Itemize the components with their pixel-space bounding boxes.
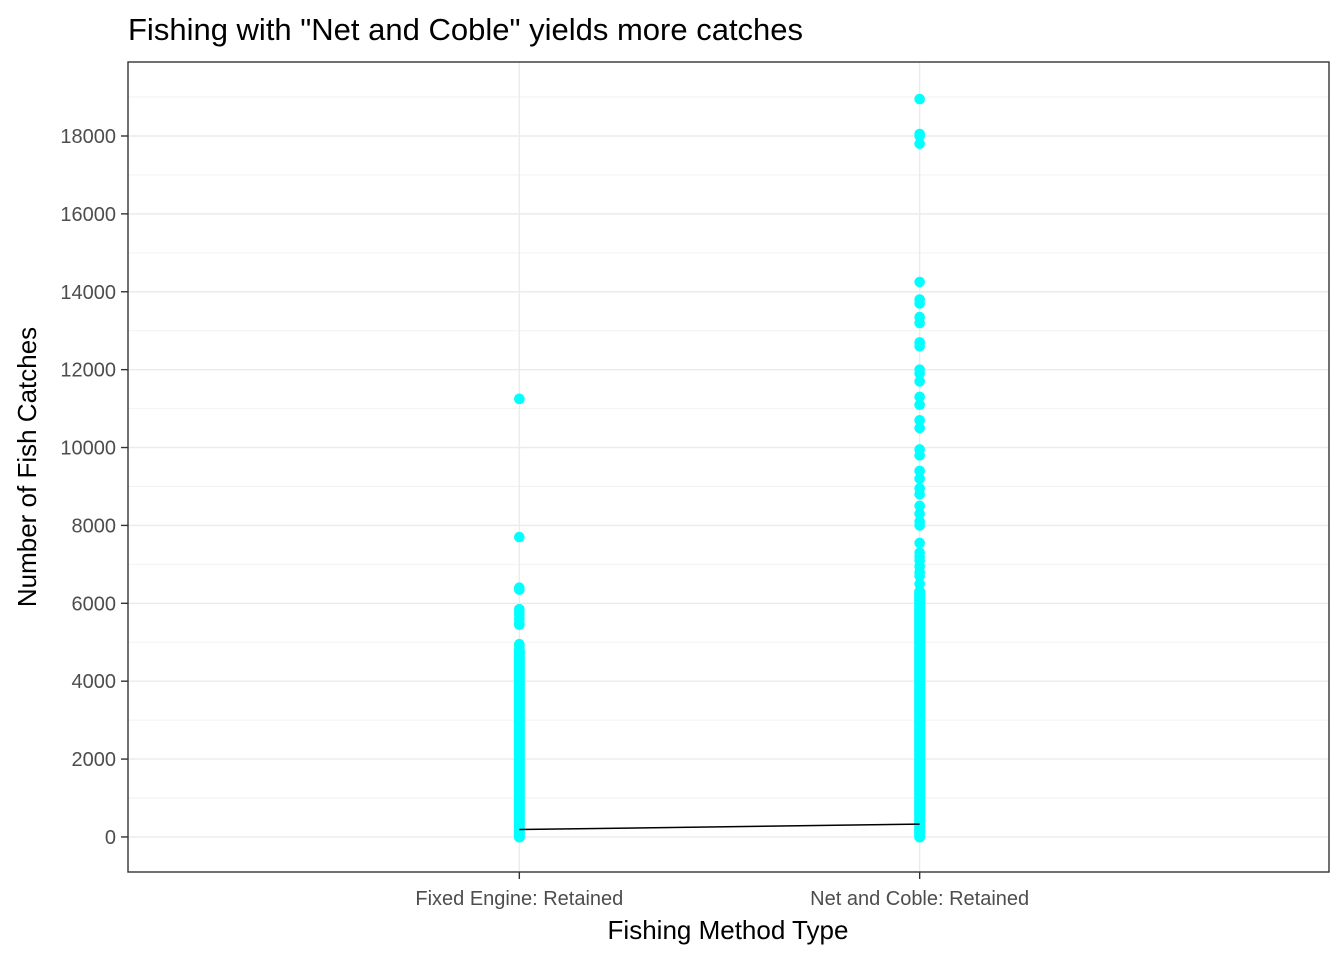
data-point [914, 500, 925, 512]
y-tick-label: 2000 [72, 749, 117, 771]
trend-line [519, 823, 920, 831]
data-point [914, 138, 925, 150]
data-point [914, 450, 925, 461]
data-point [914, 488, 925, 500]
data-point [914, 368, 925, 379]
data-point [914, 520, 925, 531]
y-tick-label: 4000 [72, 671, 117, 693]
y-tick-label: 16000 [60, 204, 116, 226]
data-point [514, 393, 525, 405]
data-point [914, 586, 925, 597]
y-tick-label: 12000 [60, 360, 116, 382]
data-point [914, 93, 925, 105]
data-point [914, 276, 925, 288]
y-axis: 0 2000 4000 6000 8000 10000 12000 14000 16000 180… [60, 126, 128, 849]
y-axis-title: Number of Fish Catches [12, 327, 42, 607]
trend-line-layer [519, 823, 920, 831]
data-point [914, 578, 925, 590]
data-points [513, 93, 926, 843]
data-point [914, 391, 925, 403]
data-point [914, 465, 925, 477]
data-point [914, 414, 925, 426]
chart-title: Fishing with "Net and Coble" yields more… [128, 12, 803, 47]
data-point [914, 570, 925, 582]
data-point [514, 644, 525, 656]
panel-background [128, 62, 1329, 872]
data-point [914, 537, 925, 549]
data-point [914, 399, 925, 410]
data-point [914, 317, 925, 329]
data-point [914, 130, 925, 142]
y-tick-label: 18000 [60, 126, 116, 148]
y-tick-label: 14000 [60, 282, 116, 304]
data-point [914, 422, 925, 434]
data-point [914, 298, 925, 309]
x-axis-title: Fishing Method Type [608, 915, 849, 945]
data-point [914, 473, 925, 484]
plot-panel [127, 61, 1330, 873]
panel-border [127, 61, 1330, 873]
y-tick-label: 10000 [60, 438, 116, 460]
data-point [914, 340, 925, 352]
data-point [914, 508, 925, 520]
y-tick-label: 0 [105, 827, 116, 849]
y-tick-label: 8000 [72, 515, 117, 537]
data-point [514, 619, 525, 631]
dense-point-band [513, 644, 525, 843]
x-axis: Fixed Engine: Retained Net and Coble: Ret… [415, 872, 1029, 910]
data-point [514, 531, 525, 543]
x-tick-label: Fixed Engine: Retained [415, 888, 623, 910]
data-point [914, 376, 925, 387]
dense-point-band [914, 586, 926, 843]
y-tick-label: 6000 [72, 593, 117, 615]
data-point [514, 584, 525, 595]
x-tick-label: Net and Coble: Retained [810, 888, 1029, 910]
